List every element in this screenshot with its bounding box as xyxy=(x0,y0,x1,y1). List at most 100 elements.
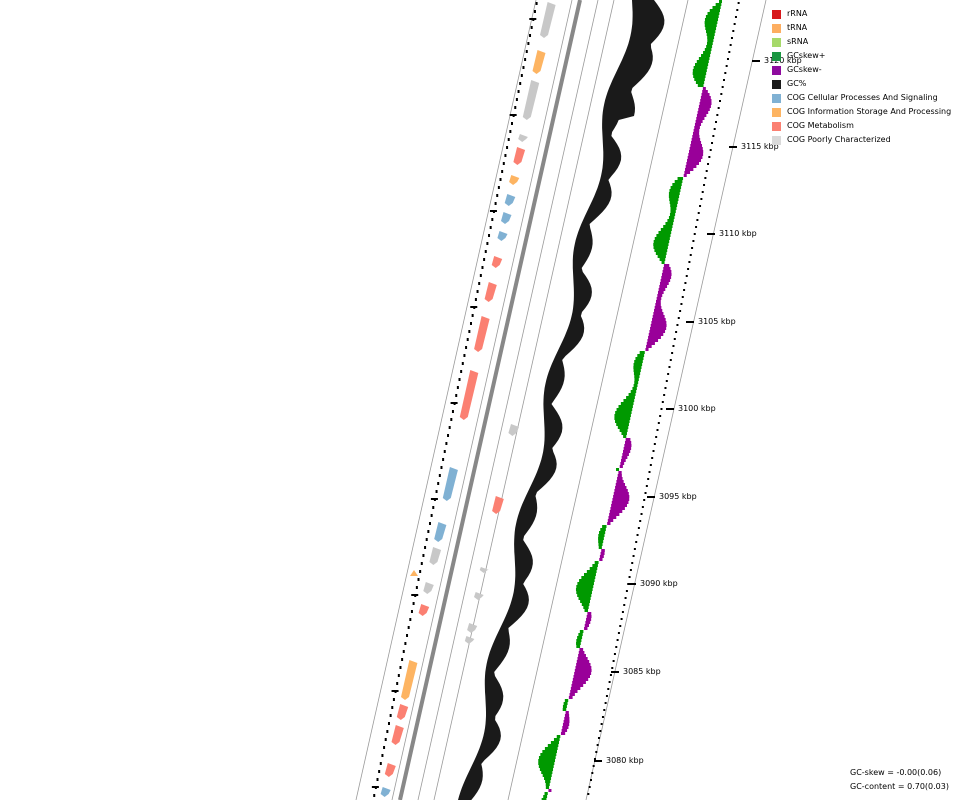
scale-label-3110: 3110 kbp xyxy=(719,229,757,238)
gc-skew-plus-bar xyxy=(617,426,629,429)
scale-ring-dot xyxy=(376,778,379,781)
gc-skew-plus-bar xyxy=(705,27,717,30)
track-guide-line xyxy=(585,0,767,800)
gc-skew-plus-bar xyxy=(540,753,557,756)
gene-feature xyxy=(491,256,503,268)
gc-skew-minus-bar xyxy=(560,732,566,735)
inner-ring-dot xyxy=(732,30,735,32)
gc-skew-plus-bar xyxy=(563,702,568,705)
gc-skew-plus-bar xyxy=(614,417,631,420)
scale-ring-dot xyxy=(397,674,400,677)
gc-skew-plus-bar xyxy=(621,432,627,435)
gc-skew-plus-bar xyxy=(670,210,676,213)
scale-label-3105: 3105 kbp xyxy=(698,317,736,326)
scale-ring-dot xyxy=(533,10,536,13)
gc-skew-plus-bar xyxy=(633,366,642,369)
legend-swatch xyxy=(772,66,781,75)
inner-ring-dot xyxy=(592,765,595,767)
gc-skew-minus-bar xyxy=(657,291,664,294)
inner-ring-dot xyxy=(669,359,672,361)
gc-skew-plus-bar xyxy=(701,54,711,57)
inner-ring-dot xyxy=(605,695,608,697)
gc-skew-plus-bar xyxy=(637,354,645,357)
gc-skew-minus-bar xyxy=(574,672,592,675)
scale-ring-dot xyxy=(448,426,451,429)
gc-skew-minus-bar xyxy=(687,156,703,159)
gc-skew-minus-bar xyxy=(608,516,617,519)
gc-skew-minus-bar xyxy=(622,453,629,456)
gc-skew-plus-bar xyxy=(538,756,556,759)
gc-skew-plus-bar xyxy=(661,261,665,264)
inner-ring-dot xyxy=(655,436,658,438)
gc-skew-minus-bar xyxy=(648,333,664,336)
legend-item-cog-poorly: COG Poorly Characterized xyxy=(772,134,960,148)
inner-ring-dot xyxy=(620,618,623,620)
gc-skew-minus-bar xyxy=(683,174,687,177)
gc-skew-plus-bar xyxy=(579,630,584,633)
inner-ring-dot xyxy=(675,331,678,333)
gc-skew-plus-bar xyxy=(543,795,548,798)
scale-ring-major-tick xyxy=(470,306,478,308)
legend-swatch xyxy=(772,52,781,61)
inner-ring-dot xyxy=(601,716,604,718)
scale-ring-dot xyxy=(451,410,454,413)
gc-skew-minus-bar xyxy=(614,489,628,492)
inner-ring-dot xyxy=(704,177,707,179)
gc-skew-minus-bar xyxy=(624,441,632,444)
inner-ring-dot xyxy=(656,429,659,431)
gc-skew-plus-bar xyxy=(694,63,709,66)
inner-ring-dot xyxy=(713,128,716,130)
scale-ring-dot xyxy=(402,650,405,653)
gc-skew-plus-bar xyxy=(619,429,628,432)
gc-skew-plus-bar xyxy=(719,0,722,3)
inner-ring-dot xyxy=(734,16,737,18)
inner-ring-dot xyxy=(721,86,724,88)
scale-ring-dot xyxy=(468,330,471,333)
inner-ring-dot xyxy=(663,394,666,396)
legend-label: GC% xyxy=(787,79,807,88)
legend-label: GCskew- xyxy=(787,65,822,74)
gc-skew-plus-bar xyxy=(623,399,635,402)
gc-skew-plus-bar xyxy=(668,192,680,195)
gc-skew-plus-bar xyxy=(545,783,550,786)
gene-feature xyxy=(509,175,520,185)
scale-ring-dot xyxy=(481,266,484,269)
gc-skew-minus-bar xyxy=(600,552,605,555)
inner-ring-dot xyxy=(722,79,725,81)
inner-ring-dot xyxy=(595,751,598,753)
inner-ring-dot xyxy=(691,247,694,249)
gc-skew-minus-bar xyxy=(578,654,586,657)
gc-skew-minus-bar xyxy=(570,687,581,690)
scale-ring-dot xyxy=(496,194,499,197)
stats-panel: GC-skew = -0.00(0.06) GC-content = 0.70(… xyxy=(850,766,958,794)
inner-ring-dot xyxy=(651,457,654,459)
gc-skew-plus-bar xyxy=(544,777,552,780)
gc-skew-plus-bar xyxy=(655,252,667,255)
gc-skew-plus-bar xyxy=(581,603,590,606)
gc-skew-plus-bar xyxy=(669,213,676,216)
gc-skew-plus-bar xyxy=(576,591,592,594)
gc-skew-plus-bar xyxy=(615,411,632,414)
scale-label-3080: 3080 kbp xyxy=(606,756,644,765)
gc-skew-minus-bar xyxy=(697,111,709,114)
gc-skew-minus-bar xyxy=(698,108,710,111)
gene-feature xyxy=(497,231,508,241)
scale-ring-dot xyxy=(510,122,513,125)
inner-ring-dot xyxy=(621,611,624,613)
legend-item-cog-cellular: COG Cellular Processes And Signaling xyxy=(772,92,960,106)
gc-skew-plus-bar xyxy=(692,69,707,72)
legend-swatch xyxy=(772,136,781,145)
gc-skew-minus-bar xyxy=(685,165,697,168)
gc-skew-minus-bar xyxy=(663,264,670,267)
inner-ring-dot xyxy=(712,135,715,137)
gc-skew-minus-bar xyxy=(623,450,631,453)
gc-skew-minus-bar xyxy=(562,723,570,726)
scale-ring-dot xyxy=(412,602,415,605)
legend-label: GCskew+ xyxy=(787,51,826,60)
scale-ring-dot xyxy=(417,578,420,581)
gc-skew-minus-bar xyxy=(609,513,620,516)
gc-skew-minus-bar xyxy=(652,315,665,318)
gc-skew-minus-bar xyxy=(564,717,570,720)
scale-label-3120: 3120 kbp xyxy=(764,56,802,65)
gene-feature xyxy=(467,623,478,633)
